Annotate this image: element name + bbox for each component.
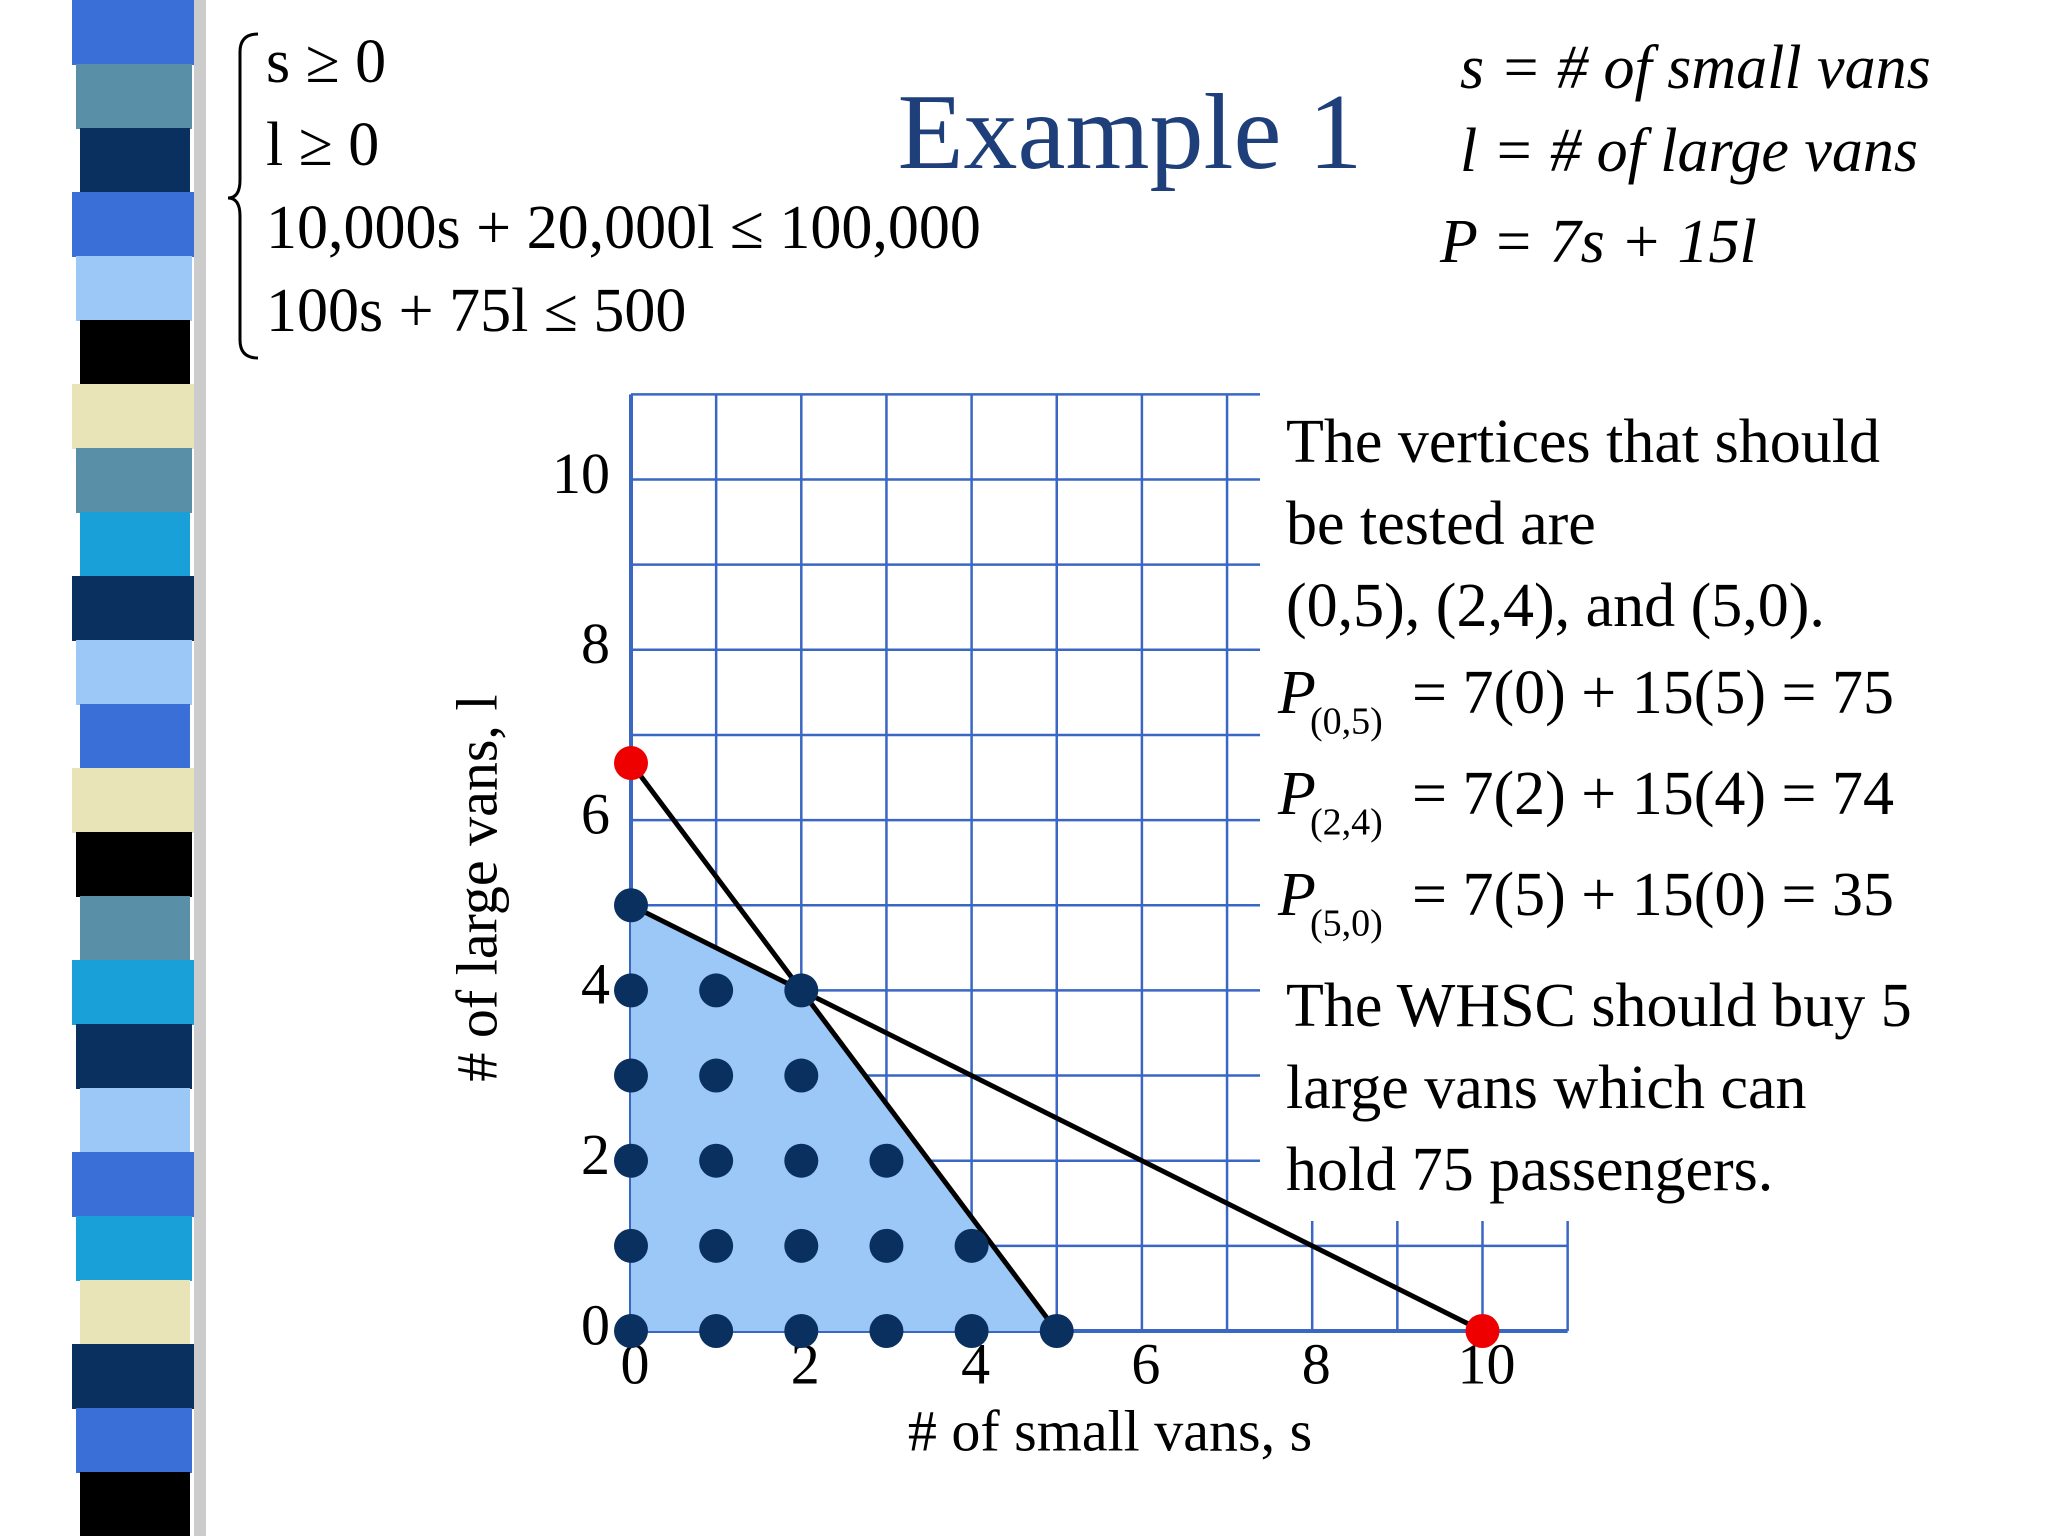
profit-symbol: P bbox=[1277, 760, 1316, 828]
y-tick-label: 6 bbox=[581, 781, 610, 846]
stripe bbox=[76, 64, 192, 129]
point bbox=[614, 1314, 648, 1348]
feasible-region bbox=[631, 905, 1057, 1331]
conclusion-line: The WHSC should buy 5 bbox=[1286, 972, 1912, 1040]
stripe bbox=[72, 576, 194, 641]
definition: l = # of large vans bbox=[1460, 117, 1918, 185]
stripe bbox=[80, 1088, 190, 1153]
constraint: 10,000s + 20,000l ≤ 100,000 bbox=[266, 194, 981, 262]
point bbox=[1039, 1314, 1074, 1348]
point bbox=[784, 1228, 819, 1263]
stripe bbox=[80, 896, 190, 961]
point bbox=[869, 1228, 904, 1263]
point bbox=[699, 973, 734, 1008]
point bbox=[614, 1228, 648, 1263]
point bbox=[614, 888, 648, 923]
stripe bbox=[72, 0, 194, 65]
point bbox=[869, 1143, 904, 1178]
profit-symbol: P bbox=[1277, 861, 1316, 929]
point bbox=[784, 1314, 819, 1348]
constraint-line bbox=[629, 903, 1484, 1334]
point bbox=[699, 1314, 734, 1348]
point bbox=[699, 1143, 734, 1178]
profit-subscript: (5,0) bbox=[1310, 903, 1383, 945]
profit-subscript: (0,5) bbox=[1310, 701, 1383, 743]
constraint: l ≥ 0 bbox=[266, 111, 379, 179]
profit-formula: = 7(0) + 15(5) = 75 bbox=[1412, 659, 1894, 727]
constraint-line bbox=[628, 761, 1059, 1333]
point bbox=[699, 1058, 734, 1093]
note-line: (0,5), (2,4), and (5,0). bbox=[1286, 572, 1825, 640]
conclusion-line: large vans which can bbox=[1286, 1054, 1807, 1122]
profit-formula: = 7(2) + 15(4) = 74 bbox=[1412, 760, 1894, 828]
stripe bbox=[72, 384, 194, 449]
stripe bbox=[76, 448, 192, 513]
conclusion-line: hold 75 passengers. bbox=[1286, 1136, 1773, 1204]
point bbox=[699, 1228, 734, 1263]
note-line: The vertices that should bbox=[1286, 408, 1880, 476]
stripe bbox=[76, 1024, 192, 1089]
point bbox=[869, 1314, 904, 1348]
stripe bbox=[80, 320, 190, 385]
stripe bbox=[72, 960, 194, 1025]
profit-symbol: P bbox=[1277, 659, 1316, 727]
brace bbox=[227, 32, 259, 360]
stripe bbox=[72, 768, 194, 833]
profit-subscript: (2,4) bbox=[1310, 802, 1383, 844]
decorative-stripes bbox=[72, 0, 206, 1536]
point bbox=[784, 1058, 819, 1093]
point bbox=[614, 746, 648, 781]
stripe bbox=[76, 832, 192, 897]
point bbox=[954, 1228, 989, 1263]
y-tick-label: 8 bbox=[581, 611, 610, 676]
constraint: s ≥ 0 bbox=[266, 28, 386, 96]
stripe bbox=[72, 192, 194, 257]
point bbox=[614, 1143, 648, 1178]
stripe bbox=[80, 704, 190, 769]
x-axis-label: # of small vans, s bbox=[908, 1398, 1312, 1463]
point bbox=[614, 973, 648, 1008]
point bbox=[784, 1143, 819, 1178]
stripe bbox=[76, 1408, 192, 1473]
point bbox=[614, 1058, 648, 1093]
y-tick-label: 4 bbox=[581, 952, 610, 1017]
stripe bbox=[76, 1216, 192, 1281]
x-tick-label: 8 bbox=[1302, 1331, 1331, 1396]
definition: s = # of small vans bbox=[1460, 34, 1931, 102]
stripe bbox=[80, 1280, 190, 1345]
stripe bbox=[76, 256, 192, 321]
point bbox=[1465, 1314, 1500, 1348]
profit-formula: = 7(5) + 15(0) = 35 bbox=[1412, 861, 1894, 929]
text-panel bbox=[1260, 392, 1570, 1221]
stripe bbox=[72, 1152, 194, 1217]
stripe-shadow bbox=[194, 0, 206, 1536]
y-tick-label: 2 bbox=[581, 1122, 610, 1187]
y-axis-label: # of large vans, l bbox=[444, 694, 509, 1081]
point bbox=[784, 973, 819, 1008]
stripe bbox=[80, 1472, 190, 1536]
x-tick-label: 6 bbox=[1131, 1331, 1160, 1396]
stripe bbox=[76, 640, 192, 705]
point bbox=[954, 1314, 989, 1348]
slide-title: Example 1 bbox=[898, 73, 1363, 192]
constraint: 100s + 75l ≤ 500 bbox=[266, 277, 686, 345]
note-line: be tested are bbox=[1286, 490, 1596, 558]
stripe bbox=[72, 1344, 194, 1409]
definition: P = 7s + 15l bbox=[1439, 208, 1757, 276]
stripe bbox=[80, 128, 190, 193]
y-tick-label: 0 bbox=[581, 1292, 610, 1357]
y-tick-label: 10 bbox=[552, 441, 610, 506]
stripe bbox=[80, 512, 190, 577]
